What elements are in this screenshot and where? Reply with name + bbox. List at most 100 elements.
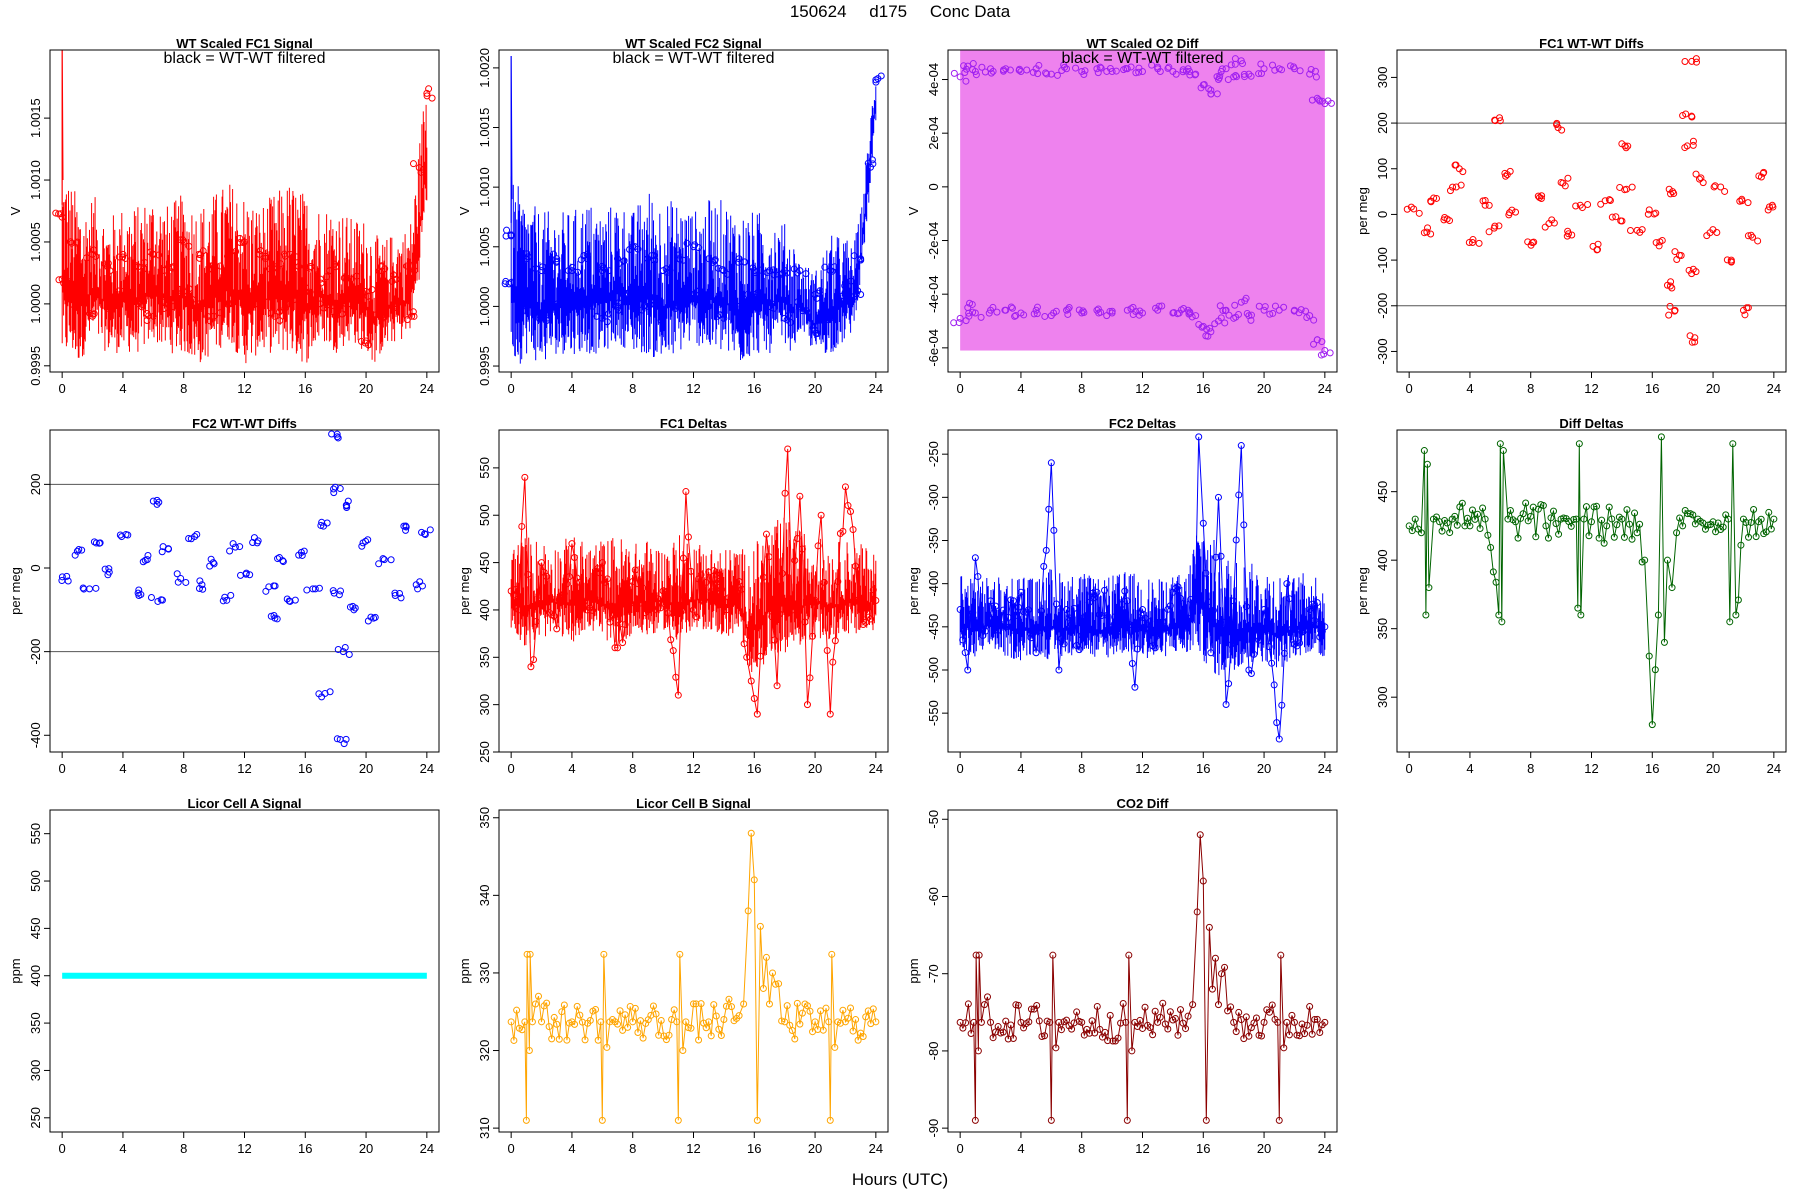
data-point <box>149 312 157 320</box>
data-point <box>1118 600 1126 608</box>
data-point <box>173 285 181 293</box>
data-point <box>788 1026 796 1034</box>
y-tick-label: 300 <box>1375 686 1390 708</box>
data-point <box>1280 1044 1288 1052</box>
x-tick-label: 0 <box>508 1141 515 1156</box>
data-point <box>636 599 644 607</box>
data-point <box>1090 594 1098 602</box>
data-point <box>798 1009 806 1017</box>
data-point <box>204 312 212 320</box>
data-point <box>550 1013 558 1021</box>
data-point <box>295 551 303 559</box>
y-tick-label: 400 <box>477 599 492 621</box>
data-point <box>101 260 109 268</box>
data-point <box>209 559 217 567</box>
data-point <box>391 302 399 310</box>
data-point <box>1260 306 1268 314</box>
data-point <box>1101 1028 1109 1036</box>
data-point <box>1255 302 1263 310</box>
data-point <box>778 1017 786 1025</box>
data-point <box>624 1023 632 1031</box>
data-point <box>1235 1008 1243 1016</box>
data-point <box>1306 70 1314 78</box>
data-point <box>1255 636 1263 644</box>
data-point <box>1231 301 1239 309</box>
data-point <box>816 287 824 295</box>
data-point <box>518 522 526 530</box>
data-point <box>657 604 665 612</box>
plot-area <box>52 50 436 364</box>
data-point <box>722 606 730 614</box>
data-point <box>543 999 551 1007</box>
data-point <box>78 546 86 554</box>
x-tick-label: 8 <box>629 381 636 396</box>
data-point <box>1176 1006 1184 1014</box>
data-point <box>615 260 623 268</box>
x-tick-label: 20 <box>1257 761 1271 776</box>
data-point <box>872 78 880 86</box>
data-point <box>1588 518 1595 526</box>
data-point <box>521 1018 529 1026</box>
x-tick-label: 0 <box>957 381 964 396</box>
data-point <box>1166 602 1174 610</box>
y-tick-label: 1.0010 <box>477 167 492 207</box>
data-point <box>695 1036 703 1044</box>
data-point <box>145 312 153 320</box>
y-tick-label: 200 <box>1375 112 1390 134</box>
x-tick-label: 0 <box>508 761 515 776</box>
data-point <box>323 273 331 281</box>
data-point <box>1631 509 1639 517</box>
data-point <box>1269 61 1277 69</box>
data-point <box>1742 519 1750 527</box>
data-point <box>1247 316 1255 324</box>
data-point <box>969 308 977 316</box>
data-point <box>1176 594 1184 602</box>
data-point <box>702 1024 710 1032</box>
data-point <box>523 950 531 958</box>
data-point <box>270 612 278 620</box>
data-point <box>1116 618 1124 626</box>
data-point <box>1232 1028 1240 1036</box>
data-point <box>560 1001 568 1009</box>
data-point <box>115 287 123 295</box>
data-point <box>1727 258 1735 266</box>
data-point <box>1303 1021 1311 1029</box>
data-point <box>1189 599 1197 607</box>
data-point <box>1770 515 1778 523</box>
signal-fill <box>960 50 1325 351</box>
data-point <box>765 553 773 561</box>
data-point <box>1221 307 1229 315</box>
y-axis-label: per meg <box>1355 187 1370 235</box>
data-point <box>1506 167 1514 175</box>
data-point <box>1296 639 1304 647</box>
data-point <box>1436 518 1444 526</box>
data-point <box>538 263 546 271</box>
data-point <box>265 265 273 273</box>
data-point <box>425 85 433 93</box>
data-point <box>980 1001 988 1009</box>
data-point <box>803 307 811 315</box>
data-point <box>606 618 614 626</box>
x-tick-label: 24 <box>1767 761 1781 776</box>
data-point <box>813 294 821 302</box>
data-point <box>1004 613 1012 621</box>
data-point <box>535 992 543 1000</box>
x-tick-label: 4 <box>1017 1141 1024 1156</box>
x-tick-label: 12 <box>1135 381 1149 396</box>
data-point <box>1073 1008 1081 1016</box>
data-point <box>992 1028 1000 1036</box>
x-tick-label: 8 <box>180 761 187 776</box>
data-point <box>614 644 622 652</box>
data-point <box>783 269 791 277</box>
data-point <box>672 673 680 681</box>
data-point <box>83 254 91 262</box>
data-point <box>415 164 423 172</box>
data-point <box>588 606 596 614</box>
data-point <box>1283 1018 1291 1026</box>
data-point <box>357 337 365 345</box>
chart-title: FC2 WT-WT Diffs <box>192 416 297 431</box>
data-point <box>396 590 404 598</box>
series-wt-wt-filtered-lower <box>55 275 418 349</box>
data-point <box>1749 233 1757 241</box>
data-point <box>408 312 416 320</box>
